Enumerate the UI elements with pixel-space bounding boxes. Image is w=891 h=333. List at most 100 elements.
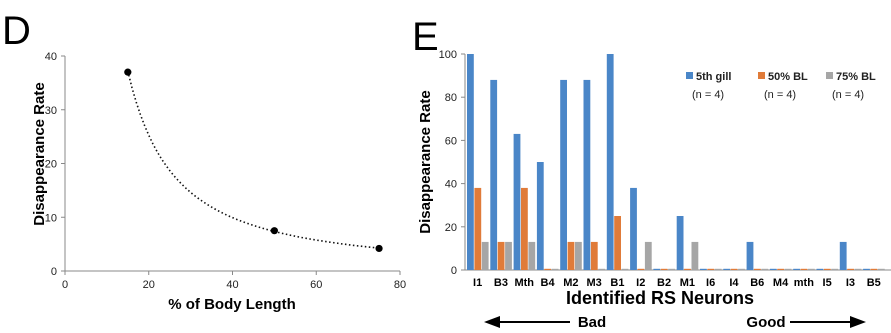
bar-75-bl-m2: [575, 241, 582, 270]
bar-50-bl-i4: [730, 268, 738, 270]
bar-50-bl-i5: [823, 268, 831, 270]
bar-50-bl-b6: [754, 268, 761, 270]
panel-d-x-tick-label: 20: [143, 279, 155, 291]
bar-50-bl-b1: [614, 216, 621, 270]
bar-50-bl-i1: [474, 187, 482, 270]
panel-e-y-tick-label: 100: [439, 49, 457, 61]
panel-d-x-tick-label: 60: [310, 279, 322, 291]
bar-5th-gill-b6: [746, 241, 754, 270]
panel-e-y-tick-label: 40: [445, 179, 457, 191]
good-arrow-label: Good: [746, 314, 785, 331]
bar-50-bl-m2: [567, 241, 575, 270]
bar-50-bl-b5: [870, 268, 878, 270]
panel-e-x-tick-label: B2: [657, 277, 671, 289]
panel-e-x-tick-label: Mth: [514, 277, 534, 289]
panel-e-x-tick-label: I5: [823, 277, 832, 289]
panel-e-x-tick-label: M2: [563, 277, 578, 289]
panel-d-y-tick-label: 40: [45, 51, 57, 63]
legend-label: 75% BL: [836, 71, 876, 83]
panel-d-x-tick-label: 40: [226, 279, 238, 291]
bad-arrowhead: [484, 316, 500, 328]
panel-d-data-point: [124, 68, 132, 76]
bar-5th-gill-m3: [583, 79, 591, 270]
panel-e-y-ticks: 0 20 40 60 80 100: [439, 49, 465, 277]
panel-d-x-axis-title: % of Body Length: [168, 296, 296, 313]
panel-e-x-tick-label: B5: [867, 277, 881, 289]
panel-e-x-tick-label: I4: [729, 277, 739, 289]
bar-5th-gill-b4: [536, 162, 544, 270]
bar-50-bl-mth: [800, 268, 808, 270]
panel-e-x-tick-label: mth: [794, 277, 814, 289]
bar-5th-gill-b2: [653, 268, 661, 270]
panel-e-y-tick-label: 0: [451, 265, 457, 277]
panel-d-x-ticks: 0 20 40 60 80: [62, 271, 406, 291]
good-arrow: Good: [746, 314, 866, 331]
bar-5th-gill-i4: [723, 268, 731, 270]
panel-d: D Disappearance Rate % of Body Length 0 1…: [2, 9, 406, 313]
panel-d-letter: D: [2, 9, 31, 53]
panel-e: E Disappearance Rate 0 20 40 60 80 100 I1 B3 Mt…: [412, 15, 891, 331]
bar-5th-gill-b5: [863, 268, 870, 270]
bar-50-bl-m4: [777, 268, 785, 270]
bar-75-bl-i6: [714, 268, 722, 270]
legend-swatch: [758, 72, 765, 79]
bar-75-bl-m4: [784, 268, 792, 270]
panel-d-y-ticks: 0 10 20 30 40: [45, 51, 65, 278]
panel-d-trendline: [127, 70, 380, 249]
bar-5th-gill-m4: [769, 268, 777, 270]
panel-d-data-point: [270, 227, 278, 235]
bar-5th-gill-i3: [839, 241, 847, 270]
bar-50-bl-m3: [590, 241, 598, 270]
legend-label: 5th gill: [696, 71, 731, 83]
panel-e-x-tick-label: B4: [541, 277, 556, 289]
bar-50-bl-mth: [521, 187, 528, 270]
legend-label: 50% BL: [768, 71, 808, 83]
panel-e-bars: [467, 54, 885, 270]
panel-e-y-tick-label: 60: [445, 135, 457, 147]
panel-e-x-tick-label: M4: [773, 277, 789, 289]
panel-e-legend: 5th gill (n = 4) 50% BL (n = 4) 75% BL (n = 4…: [686, 71, 876, 101]
bar-50-bl-b4: [544, 268, 552, 270]
panel-e-x-tick-label: M3: [587, 277, 602, 289]
bar-75-bl-mth: [808, 268, 815, 270]
bar-5th-gill-i6: [700, 268, 707, 270]
panel-e-x-tick-label: M1: [680, 277, 695, 289]
panel-e-x-tick-label: I6: [706, 277, 715, 289]
bar-75-bl-i5: [831, 268, 839, 270]
panel-e-x-tick-label: B3: [494, 277, 508, 289]
bar-5th-gill-i2: [630, 187, 637, 270]
bar-50-bl-b3: [497, 241, 505, 270]
bad-arrow: Bad: [484, 314, 606, 331]
bar-50-bl-i2: [637, 268, 645, 270]
bar-50-bl-i3: [847, 268, 854, 270]
bar-5th-gill-b1: [606, 54, 614, 270]
panel-e-letter: E: [412, 15, 439, 59]
bar-5th-gill-m2: [560, 79, 567, 270]
bad-arrow-label: Bad: [578, 314, 606, 331]
panel-d-y-tick-label: 30: [45, 105, 57, 117]
panel-e-x-tick-label: I3: [846, 277, 855, 289]
panel-e-x-tick-label: B1: [610, 277, 624, 289]
panel-d-y-tick-label: 0: [51, 266, 57, 278]
bar-75-bl-m3: [598, 268, 606, 270]
panel-e-x-axis-title: Identified RS Neurons: [566, 288, 754, 308]
bar-75-bl-b2: [668, 268, 675, 270]
bar-75-bl-b1: [621, 268, 629, 270]
panel-d-points: [124, 68, 383, 253]
panel-e-y-axis-title: Disappearance Rate: [417, 90, 434, 233]
panel-e-y-tick-label: 20: [445, 222, 457, 234]
bar-75-bl-m1: [691, 241, 699, 270]
legend-swatch: [826, 72, 833, 79]
bar-50-bl-i6: [707, 268, 715, 270]
bar-50-bl-m1: [684, 268, 691, 270]
panel-d-x-tick-label: 0: [62, 279, 68, 291]
bar-75-bl-b4: [551, 268, 559, 270]
bar-75-bl-b5: [877, 268, 885, 270]
bar-5th-gill-mth: [793, 268, 800, 270]
legend-sublabel: (n = 4): [764, 89, 796, 101]
bar-5th-gill-m1: [676, 216, 684, 270]
bar-75-bl-mth: [528, 241, 536, 270]
legend-sublabel: (n = 4): [832, 89, 864, 101]
legend-sublabel: (n = 4): [692, 89, 724, 101]
